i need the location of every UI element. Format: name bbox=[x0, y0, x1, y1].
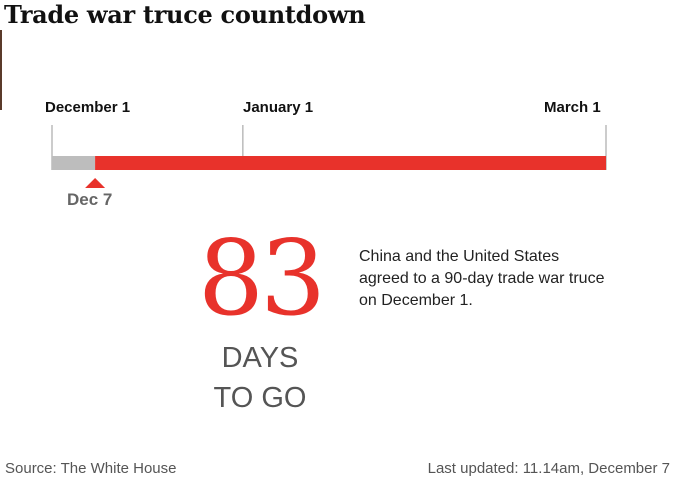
tick-label-january: January 1 bbox=[243, 99, 314, 116]
elapsed-bar bbox=[52, 156, 96, 170]
left-accent-rule bbox=[0, 30, 2, 110]
last-updated-note: Last updated: 11.14am, December 7 bbox=[427, 460, 670, 477]
marker-label: Dec 7 bbox=[67, 190, 113, 209]
days-remaining-number: 83 bbox=[197, 217, 326, 339]
current-date-marker bbox=[85, 178, 106, 188]
tick-label-start: December 1 bbox=[45, 99, 131, 116]
chart-title: Trade war truce countdown bbox=[4, 0, 366, 29]
remaining-bar bbox=[95, 156, 606, 170]
to-go-label: TO GO bbox=[213, 382, 307, 414]
days-label: DAYS bbox=[221, 342, 299, 374]
source-note: Source: The White House bbox=[5, 460, 177, 477]
timeline-chart bbox=[51, 125, 607, 188]
description-text: China and the United States agreed to a … bbox=[359, 248, 605, 309]
tick-label-end: March 1 bbox=[544, 99, 601, 116]
